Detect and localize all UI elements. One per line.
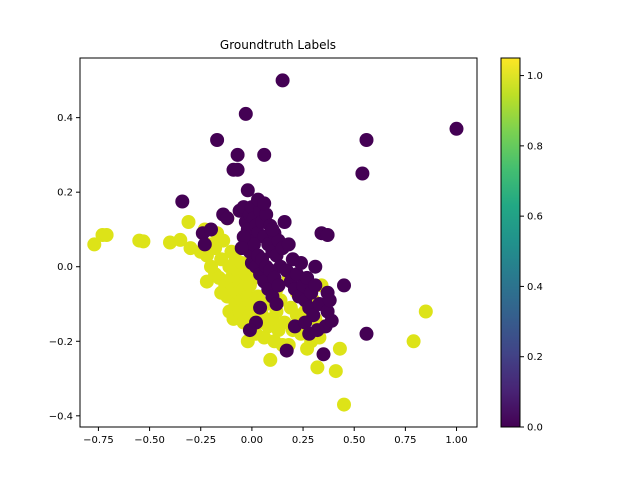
data-point [449, 121, 464, 136]
x-tick-label: 0.50 [343, 435, 365, 446]
colorbar-axis: 0.0 0.2 0.4 0.6 0.8 1.0 [520, 71, 543, 434]
data-point [236, 229, 251, 244]
data-point [279, 343, 294, 358]
data-point [246, 237, 261, 252]
data-point [418, 304, 433, 319]
data-point [220, 211, 235, 226]
colorbar-tick-label: 0.0 [527, 423, 543, 434]
y-axis: −0.4 −0.2 0.0 0.2 0.4 [49, 113, 80, 422]
x-tick-label: −0.50 [134, 435, 165, 446]
data-point [294, 256, 308, 270]
data-point [308, 278, 323, 293]
data-point [173, 232, 188, 247]
colorbar-tick-label: 0.2 [527, 352, 543, 363]
data-point [257, 147, 272, 162]
x-axis: −0.75 −0.50 −0.25 0.00 0.25 0.50 0.75 1.00 [83, 427, 468, 446]
data-point [87, 237, 102, 252]
data-point [136, 234, 151, 249]
chart-title: Groundtruth Labels [220, 38, 336, 52]
data-point [175, 194, 190, 209]
data-point [240, 183, 255, 198]
data-point [308, 259, 323, 274]
data-point [277, 215, 292, 229]
data-point [324, 313, 339, 328]
x-tick-label: −0.25 [185, 435, 216, 446]
colorbar-tick-label: 0.6 [527, 212, 543, 223]
plot-frame [79, 57, 478, 428]
data-point [234, 241, 249, 256]
data-point [355, 166, 370, 181]
data-point [320, 228, 335, 242]
data-point [265, 222, 280, 237]
data-point [310, 323, 325, 338]
x-tick-label: 1.00 [445, 435, 467, 446]
data-point [214, 285, 229, 300]
data-point [181, 215, 196, 229]
data-point [310, 360, 325, 375]
data-point [337, 397, 351, 412]
y-tick-label: −0.2 [49, 337, 73, 348]
data-point [238, 106, 253, 121]
colorbar-tick-label: 0.4 [527, 282, 543, 293]
x-tick-label: 0.25 [292, 435, 314, 446]
data-point [242, 323, 257, 338]
data-point [259, 207, 274, 222]
data-point [197, 237, 212, 252]
x-tick-label: 0.75 [394, 435, 416, 446]
data-point [337, 278, 351, 293]
scatter-points [87, 73, 464, 412]
data-point [271, 278, 286, 293]
data-point [275, 73, 290, 88]
data-point [230, 162, 245, 177]
y-tick-label: −0.4 [49, 411, 73, 422]
data-point [269, 297, 284, 311]
x-tick-label: −0.75 [83, 435, 114, 446]
y-tick-label: 0.2 [57, 188, 73, 199]
data-point [263, 352, 278, 367]
data-point [234, 256, 249, 270]
data-point [204, 259, 218, 274]
data-point [253, 300, 268, 315]
colorbar-tick-label: 0.8 [527, 141, 543, 152]
data-point [99, 228, 114, 242]
colorbar-tick-label: 1.0 [527, 71, 543, 82]
data-point [316, 347, 331, 362]
data-point [322, 293, 337, 308]
data-point [359, 133, 374, 147]
data-point [359, 326, 374, 341]
data-point [257, 196, 272, 211]
data-point [332, 341, 347, 356]
data-point [230, 147, 245, 162]
data-point [406, 334, 421, 349]
data-point [204, 222, 218, 237]
y-tick-label: 0.4 [57, 113, 73, 124]
data-point [298, 315, 313, 330]
data-point [281, 237, 296, 252]
y-tick-label: 0.0 [57, 262, 73, 273]
x-tick-label: 0.00 [241, 435, 263, 446]
data-point [328, 364, 343, 379]
colorbar [500, 57, 521, 428]
data-point [210, 133, 225, 147]
